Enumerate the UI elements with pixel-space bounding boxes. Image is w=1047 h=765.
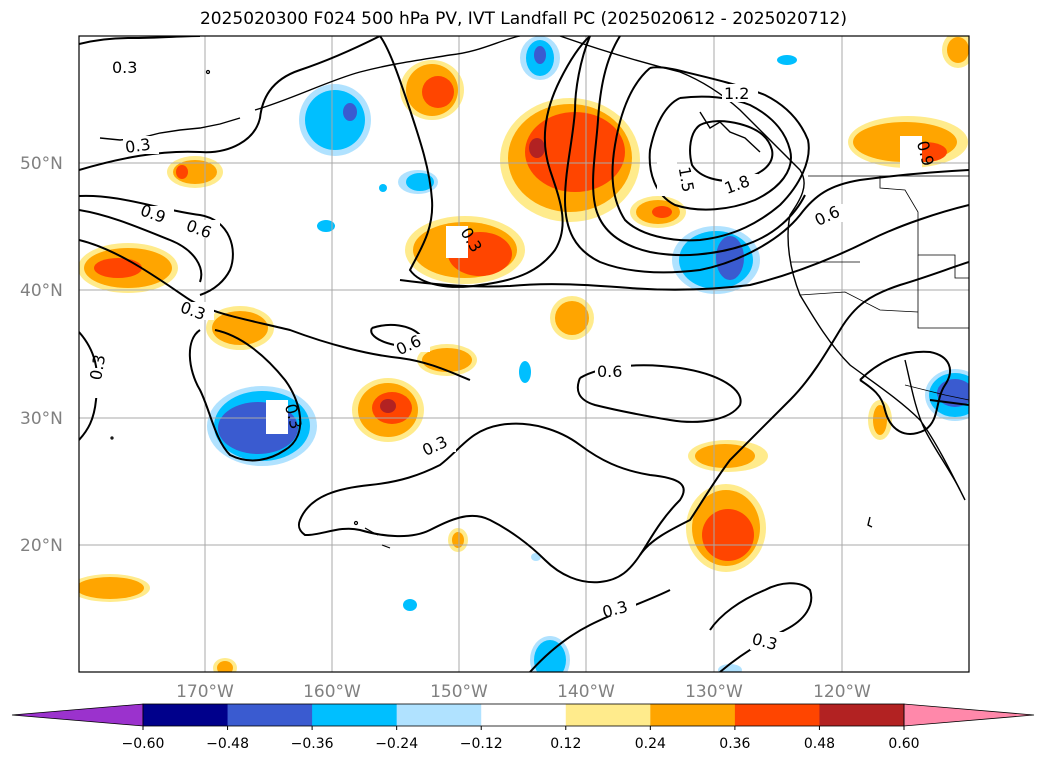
- lat-labels: 50°N 40°N 30°N 20°N: [20, 154, 63, 556]
- contour-label-item: 0.3: [178, 297, 214, 324]
- colorbar-segment: [565, 704, 651, 726]
- gridlines: [79, 36, 969, 672]
- contour-label: 1.5: [675, 165, 698, 193]
- lon-label: 150°W: [430, 682, 488, 702]
- colorbar-tick-label: 0.48: [804, 736, 835, 752]
- lat-label: 20°N: [20, 536, 63, 556]
- contour-label-item: 0.6: [812, 202, 848, 230]
- shade-blob-far-west: [79, 574, 150, 602]
- colorbar-segment: [396, 704, 482, 726]
- shade-blob-misc: [213, 55, 797, 672]
- colorbar-tick-label: 0.36: [719, 736, 750, 752]
- map-title: 2025020300 F024 500 hPa PV, IVT Landfall…: [199, 9, 847, 29]
- contour-label-item: 0.6: [184, 216, 220, 243]
- colorbar-segment: [481, 704, 567, 726]
- colorbar-segment: [312, 704, 398, 726]
- contour-label-item: 0.6: [393, 331, 430, 359]
- contour-label: 0.6: [597, 362, 622, 381]
- shade-blob-coast-blue: [672, 226, 760, 294]
- shade-blob-south-yellow: [688, 440, 768, 472]
- shade-blob-top-blue: [520, 36, 560, 80]
- contour-label-item: 0.3: [600, 597, 636, 622]
- colorbar-tick-label: −0.48: [206, 736, 249, 752]
- shade-blob-small-blue: [398, 170, 438, 194]
- colorbar-tick-label: 0.60: [888, 736, 919, 752]
- colorbar-segment: [819, 704, 905, 726]
- lon-label: 170°W: [176, 682, 234, 702]
- shade-blob-south-coast: [686, 484, 766, 572]
- shade-blob-red-sw: [352, 378, 424, 442]
- contour-label-item: 0.3: [80, 353, 109, 398]
- colorbar-tick-label: −0.12: [460, 736, 503, 752]
- contour-label: 0.6: [184, 216, 214, 243]
- colorbar-tick-label: 0.12: [550, 736, 581, 752]
- lon-label: 120°W: [813, 682, 871, 702]
- lat-label: 40°N: [20, 281, 63, 301]
- colorbar-segment: [143, 704, 229, 726]
- colorbar-frame: [142, 703, 905, 727]
- colorbar-tick-label: −0.36: [291, 736, 334, 752]
- contour-label-item: 0.3: [123, 135, 159, 157]
- contour-label-item: 0.9: [138, 200, 174, 227]
- pv-shading: [79, 36, 969, 672]
- contour-label: 0.3: [124, 135, 152, 157]
- shade-blob-north: [400, 60, 464, 120]
- colorbar-segment: [227, 704, 313, 726]
- lat-label: 50°N: [20, 154, 63, 174]
- contour-label-item: 1.2: [722, 84, 758, 103]
- shade-blob-west2: [79, 243, 178, 293]
- shade-blob-baja-blue: [925, 369, 969, 421]
- contour-label-item: 1.5: [657, 160, 698, 196]
- contour-label: 0.3: [178, 297, 208, 324]
- contour-label-item: 1.8: [722, 171, 758, 198]
- lon-labels: 170°W 160°W 150°W 140°W 130°W 120°W: [176, 682, 871, 702]
- contour-label: 0.3: [112, 58, 137, 77]
- colorbar-tick-label: −0.60: [122, 736, 165, 752]
- colorbar: −0.60 −0.48 −0.36 −0.24 −0.12 0.12 0.24 0.36 0.4…: [11, 703, 1035, 752]
- colorbar-tick-label: 0.24: [635, 736, 666, 752]
- colorbar-segment: [734, 704, 820, 726]
- shade-blob-south-blue: [530, 636, 570, 672]
- shade-blob-west: [167, 156, 223, 188]
- colorbar-extend-min: [11, 703, 144, 727]
- contour-label-item: 0.6: [595, 362, 631, 381]
- contour-label-item: 0.9: [900, 136, 938, 168]
- colorbar-extend-max: [903, 703, 1035, 727]
- shade-blob-mid-west: [206, 306, 274, 350]
- lon-label: 160°W: [303, 682, 361, 702]
- contour-label-item: 0.3: [110, 58, 146, 77]
- shade-blob-coast-orange: [630, 196, 686, 228]
- shade-blob-orange-140: [550, 296, 594, 340]
- contour-label: 1.2: [724, 84, 749, 103]
- pv-contours: [79, 36, 969, 672]
- contour-label: 0.3: [86, 353, 109, 381]
- shade-blob-gulf: [500, 98, 640, 222]
- lon-label: 140°W: [557, 682, 615, 702]
- shade-blob-nw: [299, 84, 371, 156]
- contour-label-item: 0.3: [750, 629, 786, 654]
- colorbar-tick-label: −0.24: [375, 736, 418, 752]
- colorbar-segment: [650, 704, 736, 726]
- plot-frame: [78, 35, 970, 673]
- contour-labels: 0.3 0.3 0.9 0.6 0.3 0.6 0.3 0.3 0.3 0.6 …: [80, 58, 938, 654]
- lat-label: 30°N: [20, 409, 63, 429]
- lon-label: 130°W: [685, 682, 743, 702]
- shade-blob-ne-top: [942, 36, 969, 68]
